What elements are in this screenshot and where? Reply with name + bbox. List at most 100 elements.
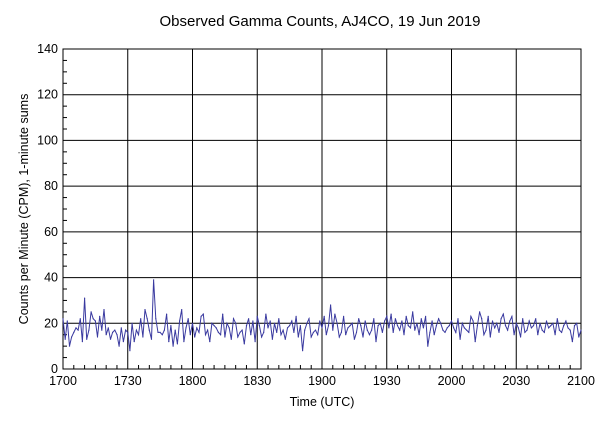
y-tick-label: 140 <box>37 42 58 56</box>
data-point <box>185 327 187 329</box>
data-point <box>187 318 189 320</box>
data-point <box>377 325 379 327</box>
y-tick-label: 120 <box>37 88 58 102</box>
data-point <box>552 322 554 324</box>
data-point <box>155 318 157 320</box>
data-point <box>578 336 580 338</box>
data-point <box>343 315 345 317</box>
data-points <box>62 279 582 352</box>
data-point <box>580 329 582 331</box>
data-point <box>228 327 230 329</box>
data-point <box>554 334 556 336</box>
data-point <box>509 320 511 322</box>
data-point <box>537 334 539 336</box>
data-point <box>526 329 528 331</box>
data-point <box>273 322 276 324</box>
data-point <box>250 334 252 336</box>
y-tick-label: 0 <box>51 362 58 376</box>
data-point <box>129 350 131 352</box>
data-point <box>494 327 496 329</box>
data-point <box>142 336 144 338</box>
data-point <box>366 329 368 331</box>
data-point <box>302 350 304 352</box>
data-point <box>327 325 330 327</box>
data-point <box>140 318 142 320</box>
data-point <box>461 322 463 324</box>
x-tick-label: 2100 <box>567 374 595 388</box>
data-point <box>271 338 273 340</box>
data-point <box>567 327 569 329</box>
data-point <box>368 334 371 336</box>
data-point <box>310 336 312 338</box>
data-point <box>217 331 219 333</box>
data-point <box>535 318 537 320</box>
data-point <box>355 331 358 333</box>
data-point <box>517 327 520 329</box>
data-point <box>373 318 375 320</box>
data-point <box>131 322 133 324</box>
data-point <box>479 311 481 313</box>
data-point <box>161 334 163 336</box>
data-point <box>269 320 271 322</box>
data-point <box>362 336 364 338</box>
data-point <box>524 331 526 333</box>
data-point <box>176 343 178 345</box>
data-point <box>107 327 109 329</box>
data-point <box>81 341 83 343</box>
data-point <box>459 338 461 340</box>
x-tick-labels: 1700 1730 1800 1830 1900 1930 2000 2030 2100 <box>49 374 595 388</box>
data-point <box>545 320 548 322</box>
y-tick-label: 40 <box>44 271 58 285</box>
data-point <box>179 320 181 322</box>
data-point <box>200 315 202 317</box>
data-point <box>230 338 232 340</box>
data-point <box>483 334 485 336</box>
data-point <box>84 297 86 299</box>
data-point <box>569 329 571 331</box>
data-point <box>364 320 366 322</box>
data-point <box>248 318 250 320</box>
data-point <box>146 318 148 320</box>
data-point <box>116 334 118 336</box>
data-point <box>500 318 502 320</box>
data-point <box>409 327 412 329</box>
data-point <box>96 336 99 338</box>
data-point <box>450 320 453 322</box>
data-point <box>189 334 191 336</box>
data-point <box>412 311 414 313</box>
data-point <box>202 313 204 315</box>
data-point <box>396 325 399 327</box>
data-point <box>334 313 336 315</box>
data-point <box>235 322 237 324</box>
data-point <box>532 325 535 327</box>
data-point <box>485 329 487 331</box>
data-point <box>435 325 437 327</box>
data-point <box>112 331 114 333</box>
data-point <box>556 318 558 320</box>
data-point <box>174 329 176 331</box>
data-point <box>431 320 433 322</box>
data-point <box>511 315 513 317</box>
data-point <box>381 331 383 333</box>
data-point <box>222 313 224 315</box>
data-point <box>194 336 196 338</box>
data-point <box>120 327 122 329</box>
data-point <box>159 331 161 333</box>
data-point <box>64 338 66 340</box>
data-point <box>314 329 317 331</box>
data-point <box>522 318 524 320</box>
data-point <box>403 334 405 336</box>
data-point <box>71 336 73 338</box>
data-point <box>455 331 457 333</box>
x-tick-label: 1930 <box>373 374 401 388</box>
data-point <box>118 345 120 347</box>
data-point <box>420 318 422 320</box>
data-point <box>468 331 470 333</box>
data-point <box>86 338 88 340</box>
data-point <box>418 334 420 336</box>
data-point <box>349 325 351 327</box>
data-point <box>209 341 211 343</box>
data-point <box>157 331 159 333</box>
data-point <box>347 327 349 329</box>
data-point <box>487 315 489 317</box>
